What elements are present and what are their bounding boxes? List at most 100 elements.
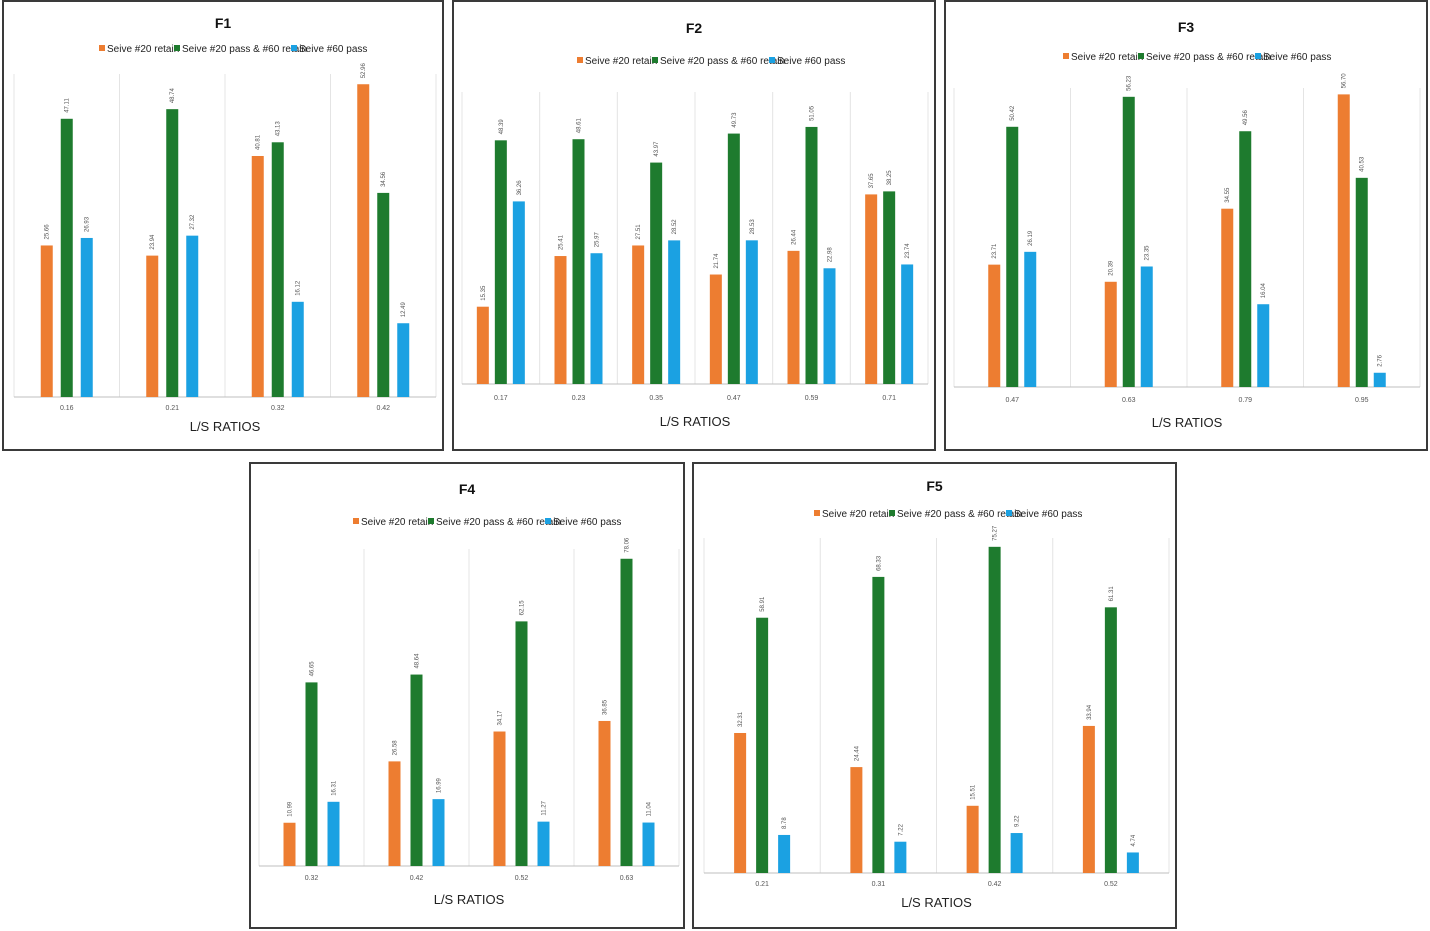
data-label: 36.85: [603, 699, 609, 715]
x-tick-label: 0.16: [60, 405, 74, 412]
legend-swatch: [814, 510, 820, 516]
x-axis-label: L/S RATIOS: [434, 892, 505, 907]
chart-title: F3: [1178, 19, 1195, 35]
data-label: 16.31: [332, 780, 338, 796]
bar: [988, 546, 1001, 873]
bar: [872, 576, 885, 873]
data-label: 48.74: [170, 87, 176, 103]
x-tick-label: 0.52: [515, 875, 529, 882]
chart-svg: F4 Seive #20 retain Seive #20 pass & #60 r…: [258, 481, 680, 907]
bar: [650, 162, 663, 384]
legend-label: Seive #20 retain: [585, 56, 657, 67]
legend-swatch: [1138, 53, 1144, 59]
data-label: 46.65: [310, 661, 316, 677]
chart-svg: F3 Seive #20 retain Seive #20 pass & #60 r…: [953, 19, 1421, 430]
chart-svg: F2 Seive #20 retain Seive #20 pass & #60 r…: [461, 20, 929, 429]
data-label: 9.22: [1015, 815, 1021, 827]
bar: [476, 306, 489, 384]
data-label: 40.81: [256, 134, 262, 150]
data-label: 20.39: [1109, 260, 1115, 276]
bar: [1140, 266, 1153, 387]
bar: [305, 682, 318, 866]
legend-label: Seive #60 pass: [553, 517, 621, 528]
legend-label: Seive #60 pass: [777, 56, 845, 67]
bar: [865, 194, 878, 384]
chart-title: F2: [686, 20, 703, 36]
data-label: 32.31: [738, 711, 744, 727]
bar: [271, 142, 284, 397]
legend-label: Seive #20 retain: [1071, 52, 1143, 63]
chart-panel-f1: F1 Seive #20 retain Seive #20 pass & #60 r…: [2, 0, 444, 451]
data-label: 2.76: [1378, 354, 1384, 366]
data-label: 48.61: [577, 118, 583, 134]
data-label: 48.39: [499, 119, 505, 135]
data-label: 75.27: [993, 525, 999, 541]
data-label: 16.99: [437, 777, 443, 793]
bar: [787, 250, 800, 384]
bar: [709, 274, 722, 384]
legend-swatch: [889, 510, 895, 516]
legend-label: Seive #20 retain: [361, 517, 433, 528]
x-tick-label: 0.35: [649, 395, 663, 402]
data-label: 12.49: [401, 302, 407, 318]
bar: [883, 191, 896, 384]
x-tick-label: 0.21: [755, 881, 769, 888]
bar: [632, 245, 645, 384]
bar: [642, 822, 655, 866]
bar: [146, 255, 159, 397]
data-label: 23.71: [992, 243, 998, 259]
x-tick-label: 0.71: [882, 395, 896, 402]
chart-svg: F5 Seive #20 retain Seive #20 pass & #60 r…: [703, 478, 1170, 910]
bar: [410, 674, 423, 866]
bar: [1024, 251, 1037, 387]
data-label: 43.13: [276, 121, 282, 137]
data-label: 49.73: [732, 112, 738, 128]
bar: [554, 256, 567, 384]
chart-svg: F1 Seive #20 retain Seive #20 pass & #60 r…: [13, 15, 437, 434]
data-label: 38.25: [887, 170, 893, 186]
x-tick-label: 0.47: [727, 395, 741, 402]
data-label: 21.74: [714, 253, 720, 269]
x-axis-label: L/S RATIOS: [901, 895, 972, 910]
bar: [1355, 177, 1368, 387]
x-tick-label: 0.21: [165, 405, 179, 412]
data-label: 37.65: [869, 173, 875, 189]
legend-swatch: [99, 45, 105, 51]
legend-swatch: [174, 45, 180, 51]
chart-title: F1: [215, 15, 232, 31]
chart-title: F5: [926, 478, 943, 494]
x-tick-label: 0.32: [271, 405, 285, 412]
data-label: 27.51: [636, 224, 642, 240]
data-label: 11.27: [542, 800, 548, 815]
bar: [1082, 725, 1095, 873]
bar: [1337, 94, 1350, 387]
bar: [251, 155, 264, 397]
x-tick-label: 0.63: [1122, 397, 1136, 404]
bar: [778, 834, 791, 873]
bar: [40, 245, 53, 397]
x-tick-label: 0.63: [620, 875, 634, 882]
legend-label: Seive #20 pass & #60 retain: [1146, 52, 1271, 63]
chart-panel-f2: F2 Seive #20 retain Seive #20 pass & #60 r…: [452, 0, 936, 451]
x-axis-label: L/S RATIOS: [660, 414, 731, 429]
data-label: 8.78: [782, 817, 788, 829]
bar: [512, 201, 525, 384]
data-label: 62.15: [520, 600, 526, 616]
bar: [1221, 208, 1234, 387]
bar: [388, 761, 401, 866]
legend-label: Seive #20 pass & #60 retain: [182, 44, 307, 55]
legend-swatch: [428, 518, 434, 524]
legend-swatch: [353, 518, 359, 524]
x-tick-label: 0.23: [572, 395, 586, 402]
bar: [1373, 372, 1386, 387]
bar: [1010, 833, 1023, 873]
x-tick-label: 0.31: [872, 881, 886, 888]
chart-panel-f4: F4 Seive #20 retain Seive #20 pass & #60 r…: [249, 462, 685, 929]
data-label: 52.96: [361, 63, 367, 79]
x-tick-label: 0.79: [1238, 397, 1252, 404]
data-label: 26.58: [393, 740, 399, 756]
data-label: 28.53: [750, 219, 756, 235]
x-axis-label: L/S RATIOS: [1152, 415, 1223, 430]
bar: [291, 301, 304, 397]
legend-swatch: [545, 518, 551, 524]
